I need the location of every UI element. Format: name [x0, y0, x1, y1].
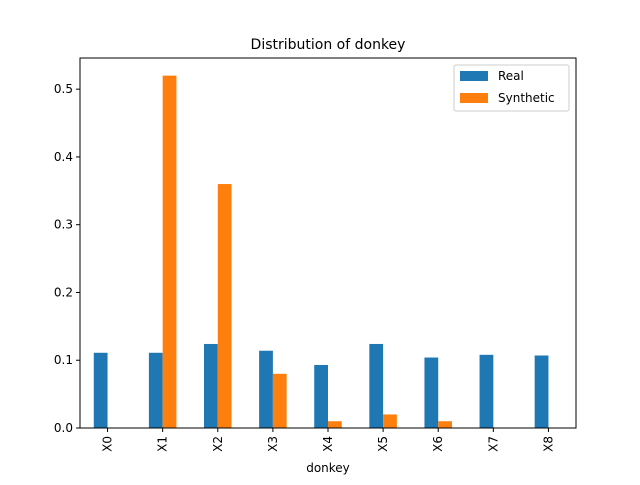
- bar-real-x3: [259, 350, 273, 428]
- x-tick-label-x2: X2: [211, 436, 225, 452]
- y-tick-label: 0.3: [54, 218, 73, 232]
- y-tick-label: 0.4: [54, 150, 73, 164]
- legend-label-real: Real: [498, 69, 524, 83]
- bar-synthetic-x6: [438, 421, 452, 428]
- bar-real-x2: [204, 343, 218, 428]
- y-tick-label: 0.2: [54, 285, 73, 299]
- bars-group: [93, 75, 549, 428]
- legend-swatch-real: [460, 71, 488, 81]
- x-tick-label-x0: X0: [101, 436, 115, 452]
- bar-real-x1: [148, 352, 163, 428]
- bar-real-x8: [534, 355, 549, 428]
- bar-synthetic-x2: [217, 184, 232, 428]
- bar-real-x5: [369, 343, 384, 428]
- bar-real-x4: [314, 364, 328, 428]
- ticks-group: 0.0 0.1 0.2 0.3 0.4 0.5 X0 X1 X2 X3 X4 X5 X6 X7 X8: [54, 82, 556, 452]
- bar-synthetic-x3: [272, 373, 287, 428]
- y-tick-label: 0.5: [54, 82, 73, 96]
- bar-real-x6: [424, 357, 439, 428]
- bar-real-x7: [479, 354, 494, 428]
- bar-synthetic-x4: [328, 421, 342, 428]
- chart-title: Distribution of donkey: [251, 37, 406, 53]
- x-tick-label-x3: X3: [266, 436, 280, 452]
- bar-synthetic-x1: [162, 75, 177, 428]
- x-tick-label-x4: X4: [321, 436, 335, 452]
- x-axis-label: donkey: [306, 461, 350, 475]
- x-tick-label-x5: X5: [376, 436, 390, 452]
- x-tick-label-x7: X7: [486, 436, 500, 452]
- y-tick-label: 0.1: [54, 353, 73, 367]
- legend: Real Synthetic: [453, 64, 570, 112]
- x-tick-label-x8: X8: [541, 436, 555, 452]
- y-tick-label: 0.0: [54, 421, 73, 435]
- bar-real-x0: [93, 352, 108, 428]
- x-tick-label-x6: X6: [431, 436, 445, 452]
- legend-label-synthetic: Synthetic: [498, 91, 555, 105]
- bar-synthetic-x5: [383, 414, 397, 428]
- x-tick-label-x1: X1: [156, 436, 170, 452]
- legend-swatch-synthetic: [460, 93, 488, 103]
